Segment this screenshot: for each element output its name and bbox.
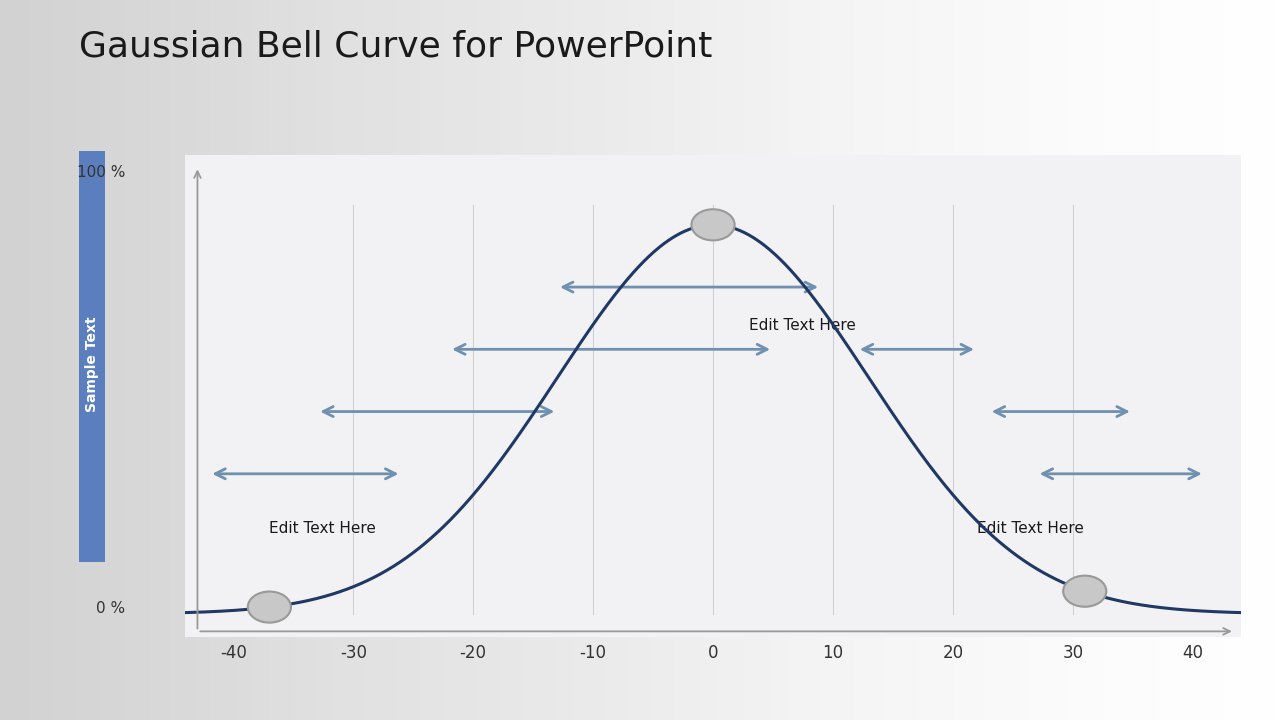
Ellipse shape (692, 210, 734, 240)
Text: 100 %: 100 % (77, 166, 125, 180)
Ellipse shape (1063, 575, 1106, 607)
Text: 0 %: 0 % (96, 601, 125, 616)
Text: Edit Text Here: Edit Text Here (749, 318, 856, 333)
Text: Edit Text Here: Edit Text Here (270, 521, 376, 536)
Text: Sample Text: Sample Text (86, 317, 98, 413)
Ellipse shape (248, 592, 292, 623)
Text: Edit Text Here: Edit Text Here (977, 521, 1083, 536)
Text: Gaussian Bell Curve for PowerPoint: Gaussian Bell Curve for PowerPoint (79, 30, 712, 64)
